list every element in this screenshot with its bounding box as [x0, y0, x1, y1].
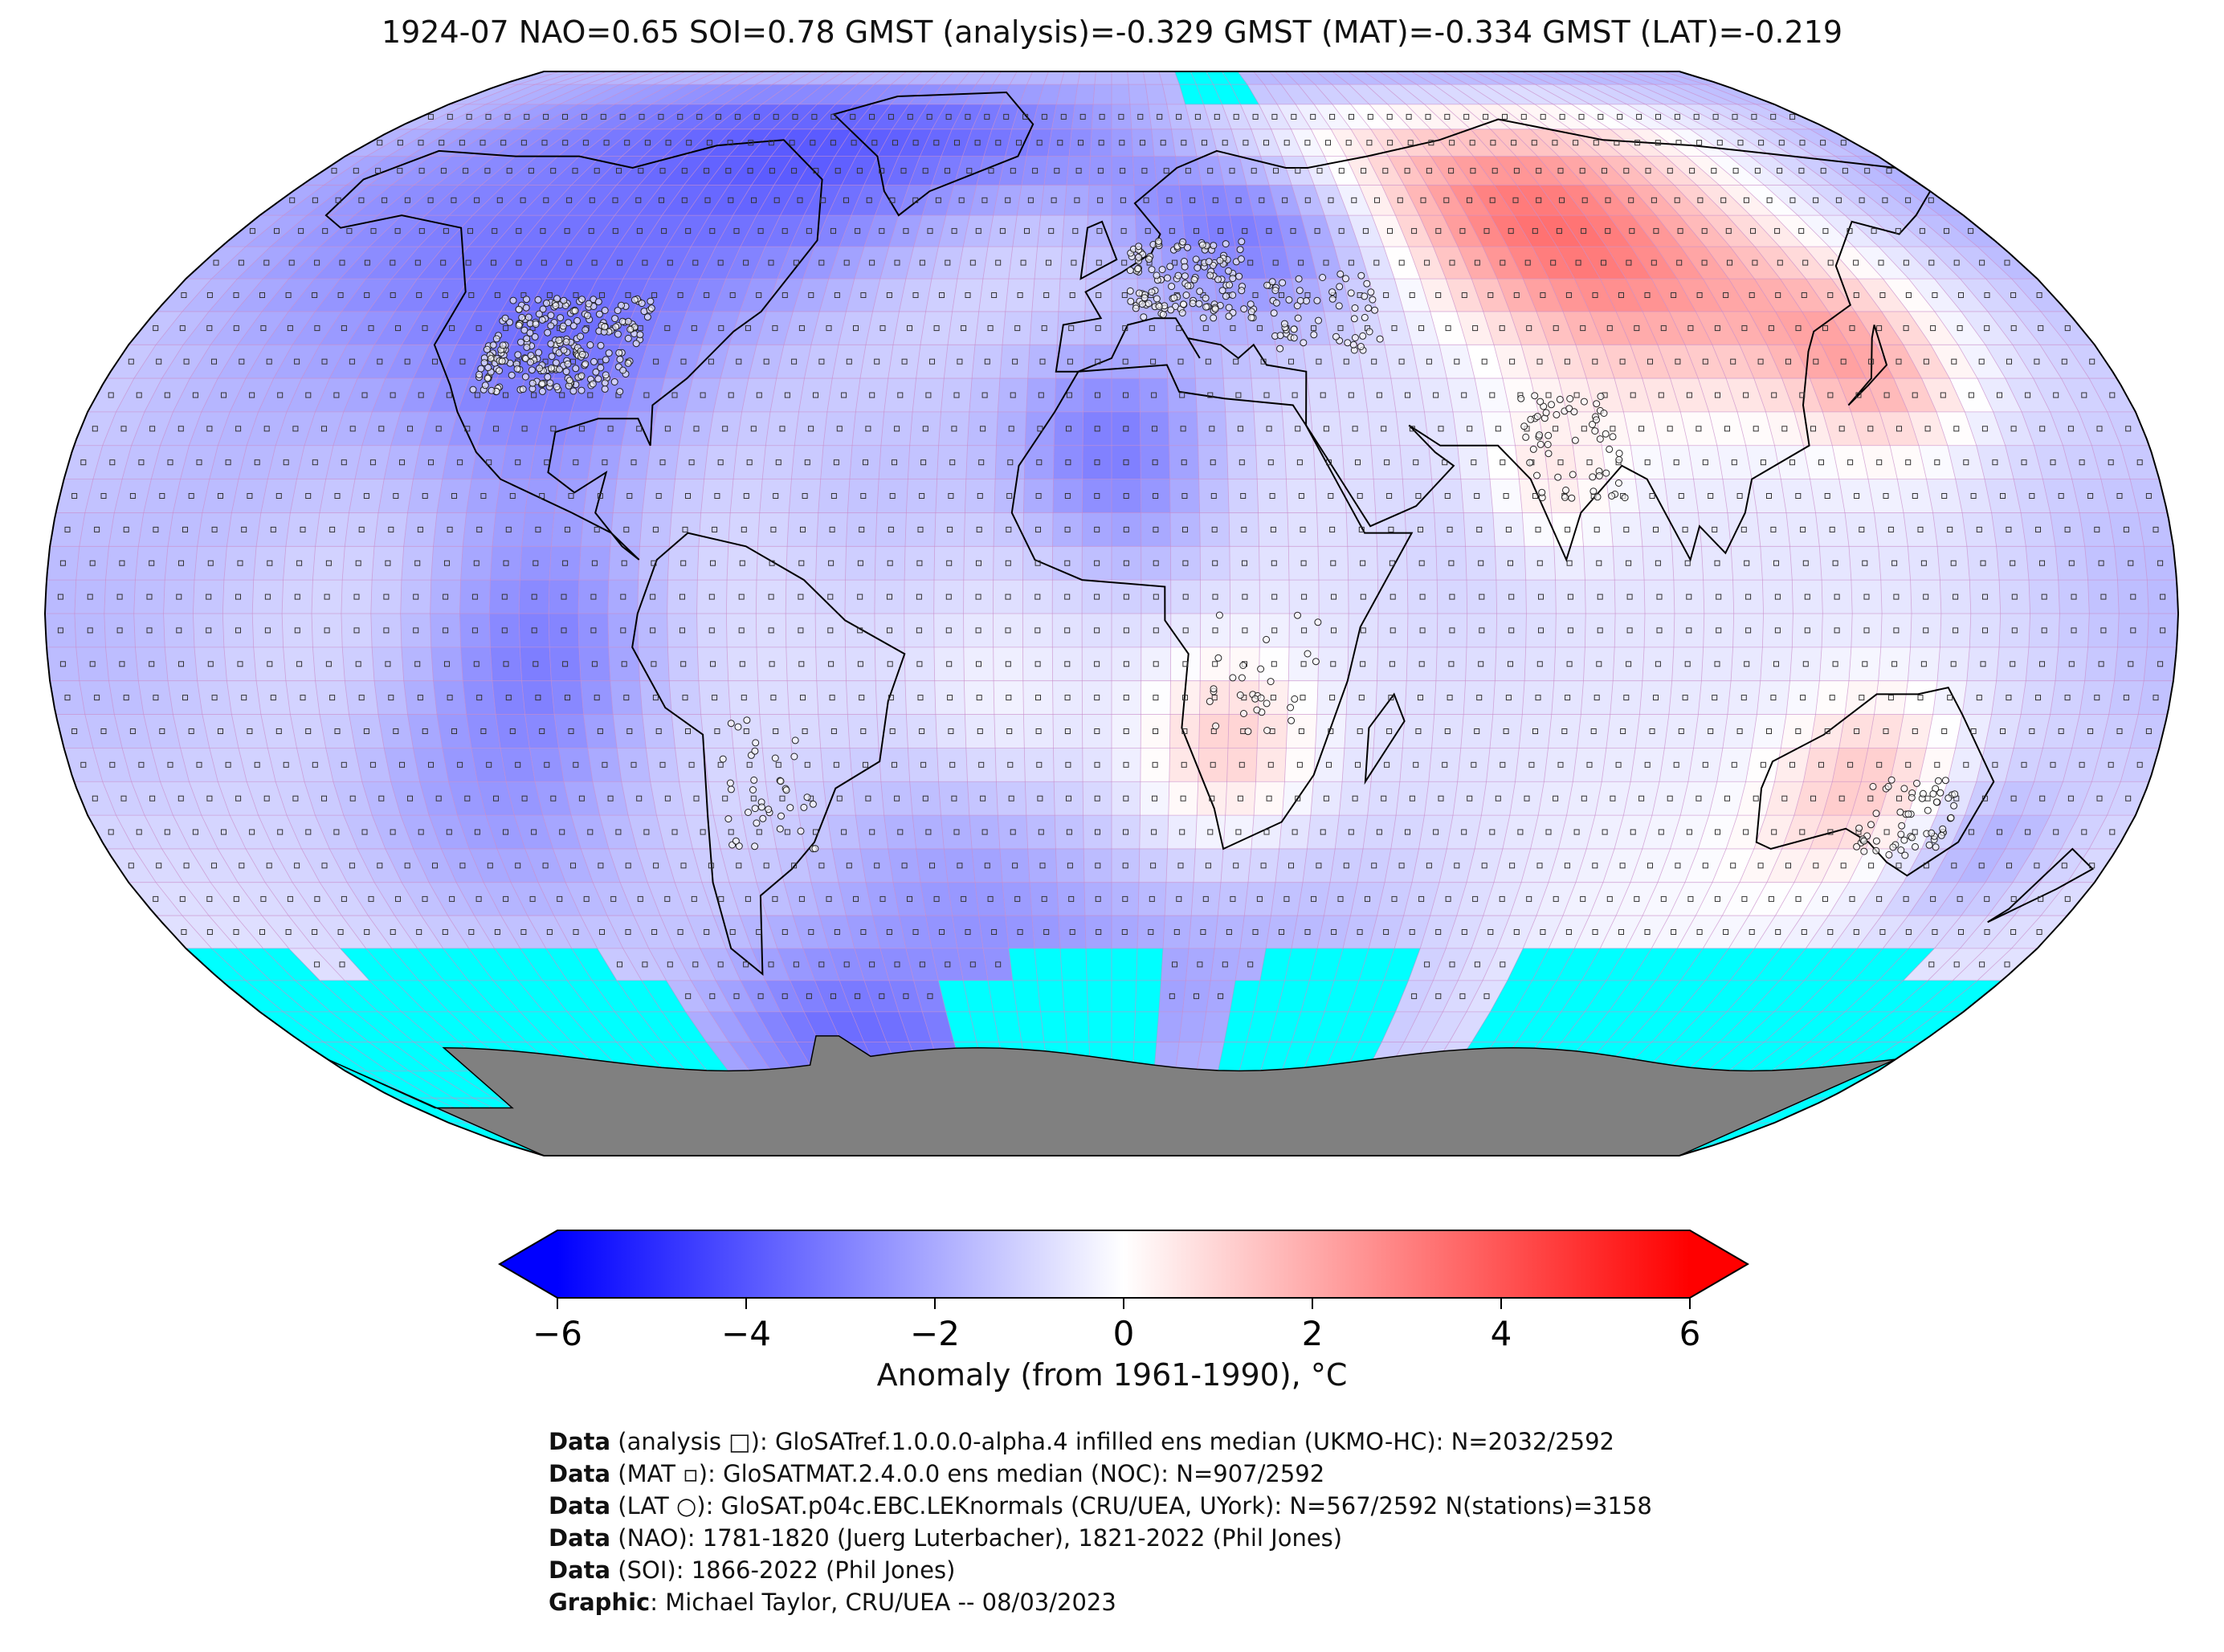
- colorbar: −6 −4 −2 0 2 4 6: [498, 1230, 1749, 1353]
- antarctica-landmass: [327, 1035, 1896, 1156]
- credit-line-lat: Data (LAT ○): GloSAT.p04c.EBC.LEKnormals…: [549, 1492, 1652, 1519]
- colorbar-ticks: −6 −4 −2 0 2 4 6: [533, 1298, 1700, 1353]
- colorbar-tick-label: 6: [1679, 1314, 1701, 1353]
- credit-line-analysis: Data (analysis □): GloSATref.1.0.0.0-alp…: [549, 1428, 1615, 1455]
- colorbar-tick-label: 4: [1491, 1314, 1512, 1353]
- credit-line-nao: Data (NAO): 1781-1820 (Juerg Luterbacher…: [549, 1524, 1343, 1552]
- colorbar-extend-high: [1690, 1230, 1748, 1298]
- colorbar-gradient: [557, 1230, 1690, 1298]
- map-title: 1924-07 NAO=0.65 SOI=0.78 GMST (analysis…: [381, 14, 1843, 50]
- colorbar-tick-label: −4: [721, 1314, 771, 1353]
- station-markers: [57, 113, 2166, 999]
- credit-line-mat: Data (MAT ▫): GloSATMAT.2.4.0.0 ens medi…: [549, 1460, 1325, 1487]
- credit-line-graphic: Graphic: Michael Taylor, CRU/UEA -- 08/0…: [549, 1589, 1116, 1616]
- colorbar-label: Anomaly (from 1961-1990), °C: [876, 1357, 1348, 1393]
- colorbar-extend-low: [500, 1230, 557, 1298]
- colorbar-tick-label: 0: [1113, 1314, 1135, 1353]
- anomaly-grid-cells: [45, 71, 2178, 1099]
- lat-lon-gridlines: [45, 71, 2178, 1156]
- colorbar-tick-label: 2: [1302, 1314, 1324, 1353]
- continent-outlines: [324, 91, 2095, 977]
- colorbar-tick-label: −2: [910, 1314, 960, 1353]
- colorbar-tick-label: −6: [533, 1314, 582, 1353]
- robinson-globe: [43, 71, 2180, 1156]
- globe-border: [43, 71, 2180, 1156]
- credit-line-soi: Data (SOI): 1866-2022 (Phil Jones): [549, 1556, 956, 1584]
- credits-block: Data (analysis □): GloSATref.1.0.0.0-alp…: [549, 1426, 2075, 1618]
